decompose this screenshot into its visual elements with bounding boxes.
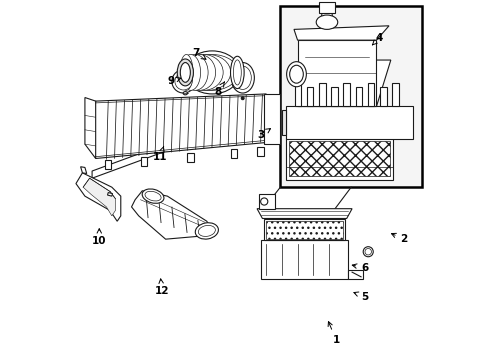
Polygon shape bbox=[187, 153, 194, 162]
Ellipse shape bbox=[195, 223, 218, 239]
Text: 12: 12 bbox=[155, 279, 169, 296]
Ellipse shape bbox=[198, 225, 215, 237]
Polygon shape bbox=[367, 83, 373, 107]
Text: 11: 11 bbox=[153, 146, 167, 162]
Ellipse shape bbox=[183, 54, 215, 90]
Polygon shape bbox=[297, 40, 376, 107]
Text: 5: 5 bbox=[353, 292, 367, 302]
Polygon shape bbox=[285, 137, 392, 180]
Polygon shape bbox=[105, 160, 111, 169]
Ellipse shape bbox=[233, 60, 241, 85]
Polygon shape bbox=[141, 157, 147, 166]
Text: 9: 9 bbox=[167, 76, 181, 86]
Polygon shape bbox=[257, 209, 351, 219]
Polygon shape bbox=[81, 167, 86, 174]
Ellipse shape bbox=[289, 65, 303, 83]
Bar bbox=[289, 140, 389, 176]
Ellipse shape bbox=[184, 51, 240, 94]
Polygon shape bbox=[83, 178, 115, 216]
Ellipse shape bbox=[363, 247, 372, 257]
Polygon shape bbox=[282, 110, 285, 135]
Ellipse shape bbox=[183, 54, 223, 90]
Ellipse shape bbox=[286, 62, 306, 87]
Polygon shape bbox=[319, 3, 334, 13]
Polygon shape bbox=[230, 149, 237, 158]
Polygon shape bbox=[343, 83, 349, 107]
Ellipse shape bbox=[175, 73, 192, 90]
Polygon shape bbox=[355, 87, 362, 107]
Polygon shape bbox=[319, 83, 325, 107]
Ellipse shape bbox=[230, 63, 254, 93]
Ellipse shape bbox=[234, 66, 251, 89]
Ellipse shape bbox=[142, 189, 163, 203]
Polygon shape bbox=[285, 107, 412, 139]
Text: 6: 6 bbox=[351, 263, 367, 273]
Polygon shape bbox=[297, 60, 390, 107]
Ellipse shape bbox=[364, 248, 371, 255]
Polygon shape bbox=[258, 194, 274, 209]
Ellipse shape bbox=[181, 54, 200, 90]
Polygon shape bbox=[348, 270, 362, 279]
Polygon shape bbox=[260, 240, 348, 279]
Ellipse shape bbox=[177, 59, 193, 86]
Polygon shape bbox=[92, 94, 271, 158]
Ellipse shape bbox=[185, 54, 230, 90]
Polygon shape bbox=[293, 26, 388, 40]
Polygon shape bbox=[306, 87, 313, 107]
Polygon shape bbox=[85, 98, 96, 158]
Polygon shape bbox=[257, 147, 264, 156]
Polygon shape bbox=[264, 219, 344, 240]
Polygon shape bbox=[320, 13, 333, 24]
Ellipse shape bbox=[230, 56, 244, 89]
Polygon shape bbox=[131, 191, 210, 239]
Ellipse shape bbox=[182, 54, 208, 90]
Polygon shape bbox=[76, 173, 121, 221]
Polygon shape bbox=[294, 83, 301, 107]
Ellipse shape bbox=[316, 15, 337, 30]
Ellipse shape bbox=[183, 91, 187, 95]
Polygon shape bbox=[107, 193, 112, 196]
Polygon shape bbox=[391, 83, 398, 107]
Polygon shape bbox=[264, 94, 280, 144]
Polygon shape bbox=[92, 107, 267, 178]
Text: 1: 1 bbox=[327, 321, 339, 345]
Text: 3: 3 bbox=[257, 129, 270, 140]
Text: 10: 10 bbox=[92, 229, 106, 246]
Text: 8: 8 bbox=[214, 82, 224, 97]
Text: 7: 7 bbox=[192, 48, 205, 59]
Ellipse shape bbox=[241, 97, 244, 100]
Ellipse shape bbox=[171, 70, 195, 93]
Polygon shape bbox=[330, 87, 337, 107]
Text: 2: 2 bbox=[391, 233, 407, 244]
Ellipse shape bbox=[186, 54, 238, 90]
Text: 4: 4 bbox=[371, 33, 382, 45]
Bar bbox=[265, 221, 343, 239]
Ellipse shape bbox=[260, 198, 267, 205]
Bar bbox=[280, 6, 421, 187]
Ellipse shape bbox=[180, 54, 193, 90]
Ellipse shape bbox=[180, 63, 190, 82]
Polygon shape bbox=[379, 87, 386, 107]
Ellipse shape bbox=[145, 191, 161, 201]
